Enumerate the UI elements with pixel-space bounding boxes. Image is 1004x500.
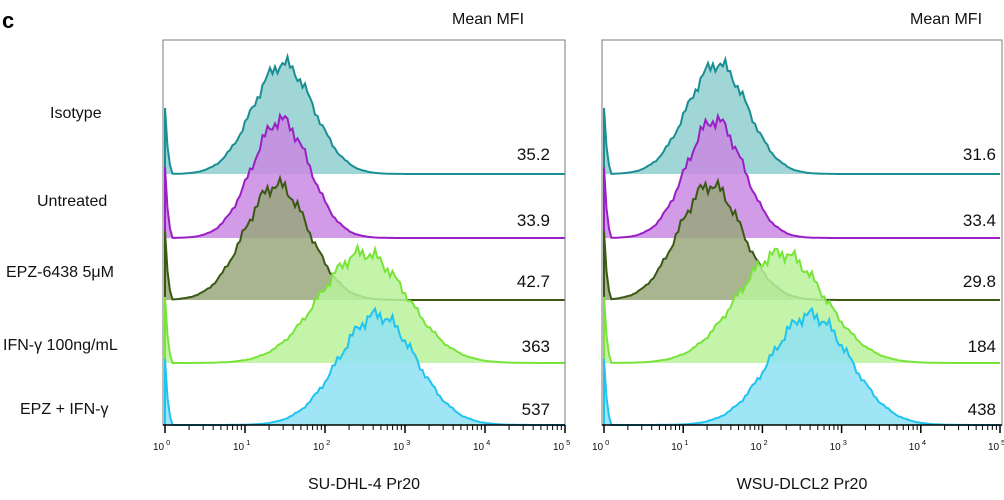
x-tick-label: 10 0 xyxy=(592,438,609,453)
x-axis-title: SU-DHL-4 Pr20 xyxy=(308,476,420,493)
histogram-line-ifn xyxy=(164,242,565,364)
histogram-line-isotype xyxy=(603,55,1000,175)
row-labels: Isotype Untreated EPZ-6438 5μM IFN-γ 100… xyxy=(3,105,118,418)
x-axis-title: WSU-DLCL2 Pr20 xyxy=(737,476,868,493)
x-tick-label: 10 2 xyxy=(750,438,767,453)
histogram-fill-ifn xyxy=(165,246,565,363)
row-label-epz: EPZ-6438 5μM xyxy=(6,264,114,281)
x-tick-label: 10 4 xyxy=(473,438,490,453)
x-tick-label: 10 5 xyxy=(553,438,570,453)
histogram-fill-ifn xyxy=(604,248,1000,363)
panel-su-dhl-4: Mean MFI 10 0 10 1 10 2 10 3 10 4 10 5 35.2 33.9 42… xyxy=(153,11,570,493)
mfi-value-isotype: 35.2 xyxy=(517,145,550,164)
x-ticks xyxy=(164,425,566,433)
panel-wsu-dlcl2: Mean MFI 10 0 10 1 10 2 10 3 10 4 10 5 31.6 33.4 29… xyxy=(592,11,1004,493)
panel-label: c xyxy=(2,8,14,33)
x-tick-label: 10 5 xyxy=(988,438,1004,453)
histogram-fill-isotype xyxy=(604,59,1000,174)
histogram-line-untreated xyxy=(603,112,1000,239)
mfi-value-untreated: 33.9 xyxy=(517,211,550,230)
row-label-epz-ifn: EPZ + IFN-γ xyxy=(20,401,108,418)
mfi-value-epz: 42.7 xyxy=(517,272,550,291)
histogram-fill-epz-ifn xyxy=(604,308,1000,425)
x-tick-label: 10 3 xyxy=(830,438,847,453)
histogram-fill-epz-ifn xyxy=(165,308,565,425)
mfi-value-epz-ifn: 438 xyxy=(968,400,996,419)
mfi-value-epz-ifn: 537 xyxy=(522,400,550,419)
row-label-untreated: Untreated xyxy=(37,193,107,210)
histogram-line-isotype xyxy=(164,52,565,175)
histogram-line-untreated xyxy=(164,112,565,239)
mfi-header: Mean MFI xyxy=(910,11,982,28)
x-tick-label: 10 2 xyxy=(313,438,330,453)
histogram-line-ifn xyxy=(603,247,1000,364)
mfi-value-epz: 29.8 xyxy=(963,272,996,291)
mfi-value-ifn: 363 xyxy=(522,337,550,356)
histogram-curves xyxy=(603,55,1000,426)
x-tick-labels: 10 0 10 1 10 2 10 3 10 4 10 5 xyxy=(592,438,1004,453)
x-tick-label: 10 4 xyxy=(909,438,926,453)
mfi-value-untreated: 33.4 xyxy=(963,211,996,230)
histogram-fill-epz xyxy=(604,180,1000,300)
mfi-header: Mean MFI xyxy=(452,11,524,28)
histogram-curves xyxy=(164,52,565,426)
mfi-value-ifn: 184 xyxy=(968,337,996,356)
mfi-value-isotype: 31.6 xyxy=(963,145,996,164)
x-ticks xyxy=(603,425,1001,433)
x-tick-labels: 10 0 10 1 10 2 10 3 10 4 10 5 xyxy=(153,438,570,453)
x-tick-label: 10 0 xyxy=(153,438,170,453)
row-label-isotype: Isotype xyxy=(50,105,102,122)
histogram-fill-untreated xyxy=(604,115,1000,238)
x-tick-label: 10 1 xyxy=(671,438,688,453)
x-tick-label: 10 1 xyxy=(233,438,250,453)
histogram-fill-epz xyxy=(165,177,565,300)
row-label-ifn: IFN-γ 100ng/mL xyxy=(3,337,118,354)
x-tick-label: 10 3 xyxy=(393,438,410,453)
